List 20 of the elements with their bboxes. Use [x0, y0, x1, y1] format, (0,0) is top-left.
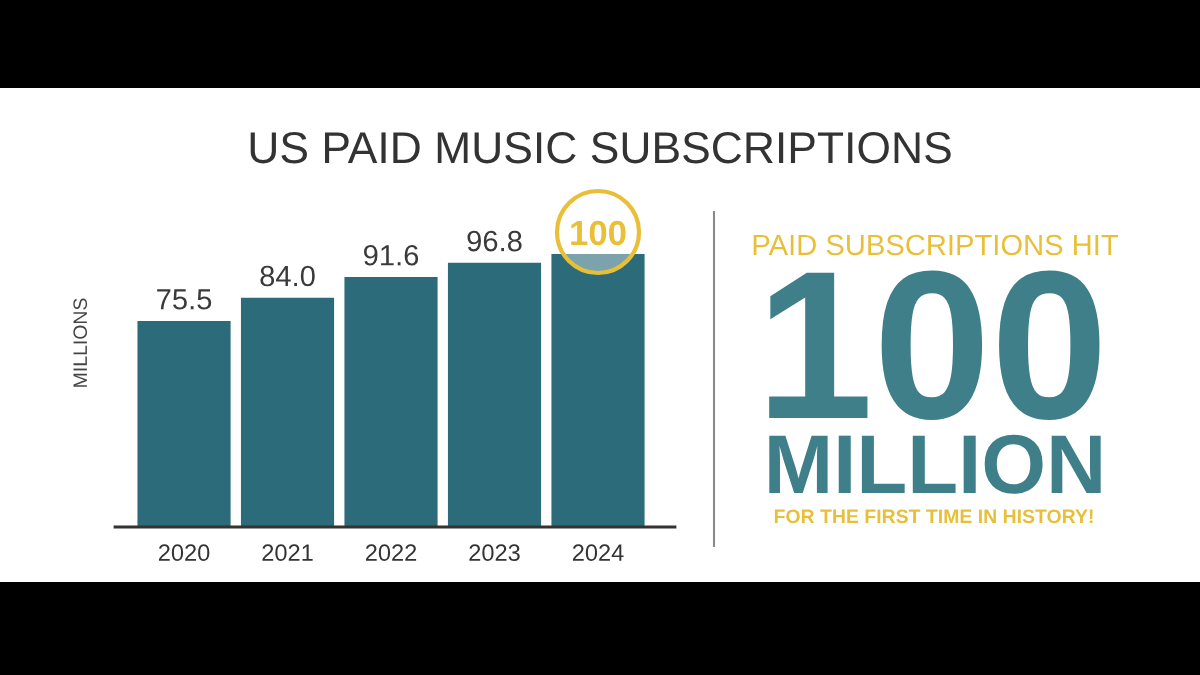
- bar: [447, 262, 542, 527]
- text: PAID SUBSCRIPTIONS HIT: [753, 234, 1118, 256]
- data-label: 84.0: [260, 265, 315, 287]
- chart-title: US PAID MUSIC SUBSCRIPTIONS: [250, 131, 951, 164]
- annotation: 100: [571, 220, 626, 246]
- data-label: 96.8: [467, 230, 522, 252]
- text: FOR THE FIRST TIME IN HISTORY!: [774, 509, 1093, 524]
- data-label: 75.5: [157, 289, 212, 310]
- bar: [137, 320, 231, 527]
- x-tick-label: 2023: [469, 544, 520, 562]
- x-tick-label: 2024: [572, 544, 624, 562]
- data-label: 91.6: [364, 244, 419, 266]
- x-tick-label: 2021: [262, 544, 313, 562]
- bar: [240, 297, 335, 527]
- y-axis-title: MILLIONS: [73, 298, 88, 387]
- text: MILLION: [769, 434, 1101, 494]
- x-tick-label: 2022: [365, 544, 417, 562]
- bar: [344, 276, 438, 527]
- x-tick-label: 2020: [158, 544, 210, 562]
- text: 100: [769, 270, 1100, 421]
